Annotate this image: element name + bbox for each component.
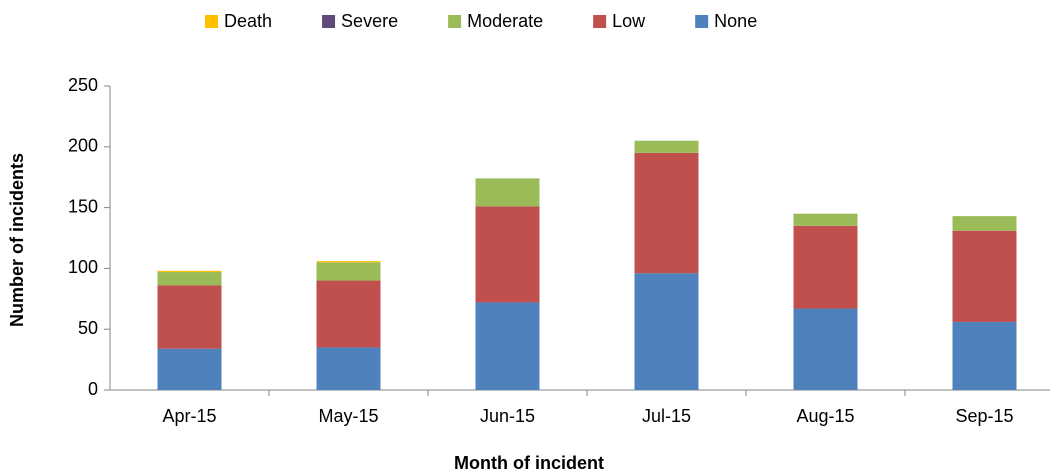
legend-swatch	[322, 15, 336, 28]
legend-label: None	[714, 11, 757, 31]
legend-swatch	[205, 15, 218, 28]
y-tick-label: 50	[78, 318, 98, 338]
legend-label: Severe	[341, 11, 398, 31]
legend-label: Moderate	[467, 11, 543, 31]
bar-segment	[475, 178, 540, 207]
bar-segment	[157, 348, 222, 390]
bar-segment	[634, 140, 699, 153]
bar-segment	[634, 152, 699, 274]
legend-label: Death	[224, 11, 272, 31]
bar-segment	[793, 308, 858, 390]
x-tick-label: Apr-15	[162, 406, 216, 426]
bar-segment	[475, 206, 540, 303]
bar-segment	[157, 285, 222, 349]
y-tick-label: 0	[88, 379, 98, 399]
bar-segment	[316, 262, 381, 281]
bar-segment	[634, 273, 699, 390]
x-tick-label: Jul-15	[642, 406, 691, 426]
legend-swatch	[448, 15, 462, 28]
bar-segment	[952, 216, 1017, 231]
bar-segment	[475, 302, 540, 390]
x-tick-label: Sep-15	[955, 406, 1013, 426]
y-tick-label: 200	[68, 136, 98, 156]
legend-label: Low	[612, 11, 646, 31]
x-tick-label: Jun-15	[480, 406, 535, 426]
bar-segment	[952, 230, 1017, 322]
bar-segment	[157, 272, 222, 286]
y-tick-label: 100	[68, 257, 98, 277]
y-tick-label: 250	[68, 75, 98, 95]
bar-segment	[793, 213, 858, 226]
x-tick-label: May-15	[318, 406, 378, 426]
bar-segment	[952, 321, 1017, 390]
bar-segment	[316, 347, 381, 390]
legend-swatch	[695, 15, 709, 28]
x-tick-label: Aug-15	[796, 406, 854, 426]
y-axis-title: Number of incidents	[7, 153, 27, 327]
x-axis-title: Month of incident	[454, 453, 604, 473]
y-tick-label: 150	[68, 196, 98, 216]
bar-segment	[316, 261, 381, 263]
legend-swatch	[593, 15, 607, 28]
bar-segment	[316, 280, 381, 348]
bar-segment	[157, 270, 222, 273]
bar-segment	[793, 225, 858, 309]
